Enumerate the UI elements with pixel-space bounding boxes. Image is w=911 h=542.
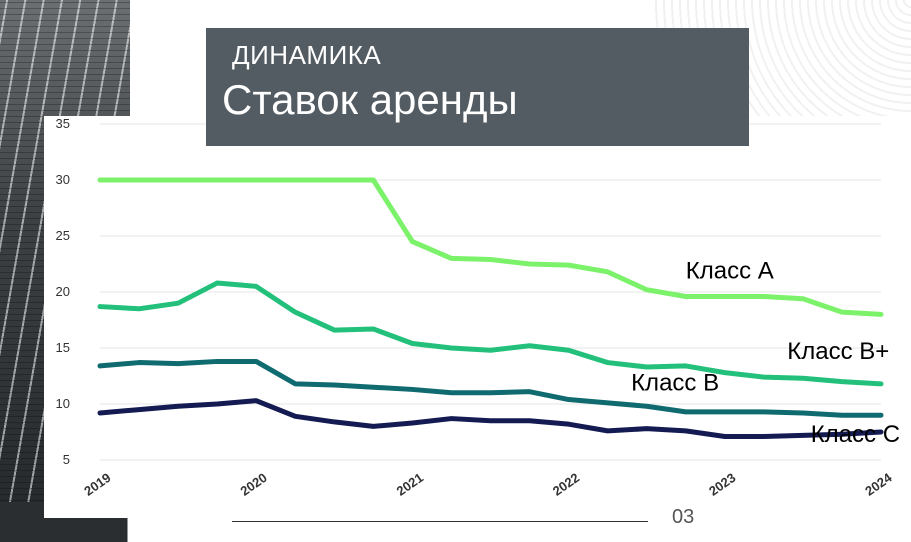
title-overline: ДИНАМИКА — [232, 40, 382, 70]
y-tick-label: 10 — [56, 396, 70, 411]
x-tick-label: 2023 — [706, 470, 738, 499]
series-line-class-b-plus — [97, 280, 884, 387]
x-tick-label: 2020 — [237, 470, 269, 499]
x-tick-label: 2022 — [550, 470, 582, 499]
x-tick-label: 2024 — [862, 469, 895, 498]
series-line-class-a — [97, 177, 884, 317]
y-tick-label: 15 — [56, 340, 70, 355]
page-title: Ставок аренды — [222, 76, 518, 123]
title-box: ДИНАМИКА Ставок аренды — [206, 28, 749, 146]
chart-panel: 5 10 15 20 25 30 35 2019 2020 2021 2022 2023 2024 К… — [44, 116, 911, 518]
footer-divider — [232, 521, 648, 522]
y-tick-label: 20 — [56, 284, 70, 299]
series-label-class-a: Класс А — [686, 258, 774, 285]
series-label-class-b: Класс В — [631, 370, 719, 397]
y-tick-label: 25 — [56, 228, 70, 243]
y-tick-label: 35 — [56, 116, 70, 131]
y-tick-label: 30 — [56, 172, 70, 187]
series-label-class-b-plus: Класс В+ — [787, 338, 889, 365]
series-line-class-b — [97, 358, 884, 418]
page-number: 03 — [672, 506, 695, 528]
x-tick-label: 2019 — [81, 470, 113, 499]
rent-rates-chart: 5 10 15 20 25 30 35 2019 2020 2021 2022 2023 2024 К… — [56, 116, 901, 499]
series-label-class-c: Класс С — [811, 421, 900, 448]
x-tick-label: 2021 — [394, 470, 426, 499]
series-line-class-c — [97, 398, 884, 439]
y-tick-label: 5 — [63, 452, 70, 467]
